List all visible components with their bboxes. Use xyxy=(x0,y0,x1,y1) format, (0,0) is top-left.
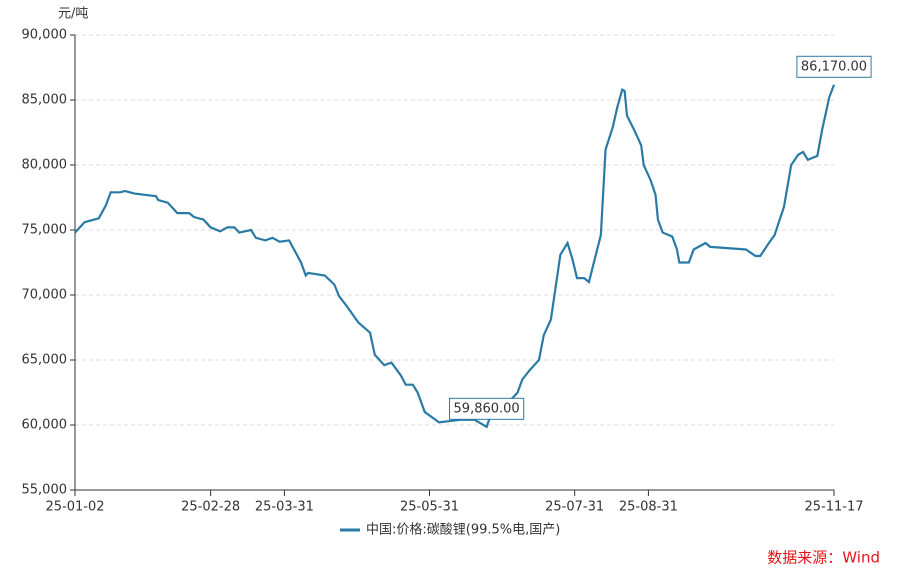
value-label: 59,860.00 xyxy=(454,401,520,416)
y-tick-label: 75,000 xyxy=(22,223,68,238)
legend-label: 中国:价格:碳酸锂(99.5%电,国产) xyxy=(366,522,560,538)
y-axis-label: 元/吨 xyxy=(58,7,88,22)
x-tick-label: 25-02-28 xyxy=(181,500,240,515)
x-tick-label: 25-07-31 xyxy=(545,500,604,515)
value-label-box xyxy=(449,397,525,420)
y-tick-label: 90,000 xyxy=(22,28,68,43)
x-tick-label: 25-08-31 xyxy=(619,500,678,515)
x-tick-label: 25-11-17 xyxy=(804,500,863,515)
x-tick-label: 25-01-02 xyxy=(45,500,104,515)
x-tick-label: 25-05-31 xyxy=(400,500,459,515)
y-tick-label: 70,000 xyxy=(22,288,68,303)
y-tick-label: 65,000 xyxy=(22,353,68,368)
y-tick-label: 55,000 xyxy=(22,483,68,498)
y-tick-label: 60,000 xyxy=(22,418,68,433)
source: 数据来源：Wind xyxy=(767,549,880,567)
y-tick-label: 80,000 xyxy=(22,158,68,173)
line xyxy=(74,84,836,429)
value-label-box xyxy=(796,55,872,78)
value-label: 86,170.00 xyxy=(801,59,867,74)
x-tick-label: 25-03-31 xyxy=(255,500,314,515)
y-tick-label: 85,000 xyxy=(22,93,68,108)
